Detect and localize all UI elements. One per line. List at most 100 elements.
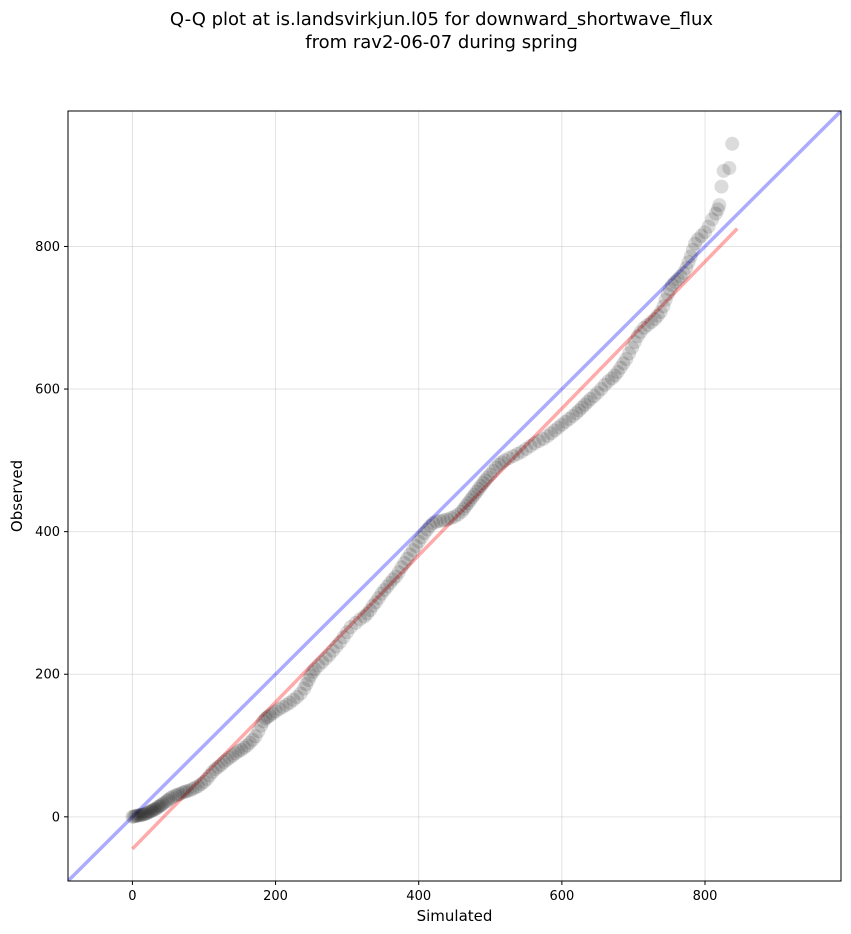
data-point [165,789,180,804]
data-point [408,538,423,553]
data-point [527,436,542,451]
data-point [454,504,469,519]
data-point [254,718,269,733]
data-point [128,809,143,824]
data-point [660,287,675,302]
data-point [199,772,214,787]
data-point [510,446,525,461]
data-point [411,534,426,549]
data-point [627,335,642,349]
data-point [673,269,688,284]
data-point [690,232,705,247]
data-point [433,513,448,528]
data-point [420,522,435,537]
data-point [551,420,566,435]
data-point [177,784,192,799]
data-point [129,808,144,823]
data-point [480,470,495,485]
data-point [146,802,161,817]
data-point [142,804,157,819]
data-point [126,809,141,824]
data-point [491,457,506,472]
data-point [363,603,378,618]
y-tick-label: 600 [35,383,60,398]
data-point [214,757,229,772]
data-point [179,784,194,799]
data-point [239,738,254,753]
data-point [168,788,183,803]
data-point [286,692,301,707]
data-point [275,700,290,715]
data-point [332,635,347,650]
data-point [607,368,622,383]
data-point [580,394,595,409]
data-point [650,308,665,323]
x-tick-label: 200 [263,889,288,904]
data-point [619,352,634,367]
data-point [155,797,170,811]
data-point [131,808,146,823]
data-point [400,551,415,566]
data-point [708,206,723,221]
data-points [125,136,740,824]
x-axis-ticks: 0 200 400 600 800 [128,881,717,904]
data-point [497,453,512,468]
data-point [394,560,409,575]
data-point [315,655,330,670]
data-point [318,651,333,666]
y-tick-label: 400 [35,525,60,540]
x-tick-label: 800 [693,889,718,904]
x-tick-label: 400 [406,889,431,904]
data-point [260,710,275,725]
data-point [565,409,580,424]
data-point [443,511,458,526]
data-point [125,809,140,824]
data-point [667,275,682,290]
data-point [616,356,631,371]
data-point [353,612,368,627]
data-point [622,346,637,361]
data-point [587,389,602,404]
data-point [572,403,587,418]
data-point [311,658,326,673]
data-point [544,426,559,441]
data-point [665,277,680,292]
data-point [268,704,283,719]
data-point [159,794,174,809]
data-point [325,643,340,658]
data-point [447,509,462,524]
data-point [149,801,164,816]
y-axis-label: Observed [8,460,26,532]
data-point [360,606,375,621]
data-point [469,484,484,499]
chart-title: Q-Q plot at is.landsvirkjun.l05 for down… [0,8,851,54]
data-point [144,804,159,819]
data-point [506,449,521,464]
data-point [194,777,209,792]
data-point [161,792,176,807]
data-point [299,677,314,692]
data-point [262,708,277,723]
data-point [297,681,312,696]
data-point [132,808,147,823]
data-point [662,282,677,297]
data-point [685,243,700,258]
data-point [473,479,488,494]
data-point [501,451,516,466]
data-point [476,476,491,491]
data-point [630,329,645,344]
data-point [385,572,400,587]
plot-lines [68,111,841,881]
data-point [139,806,154,821]
data-point [601,374,616,389]
data-point [245,732,260,747]
data-point [152,799,167,814]
data-point [205,764,220,779]
data-point [343,620,358,635]
data-point [694,228,709,243]
data-point [670,272,685,287]
data-point [471,481,486,496]
data-point [397,556,412,571]
y-tick-label: 0 [52,810,60,825]
data-point [594,382,609,397]
